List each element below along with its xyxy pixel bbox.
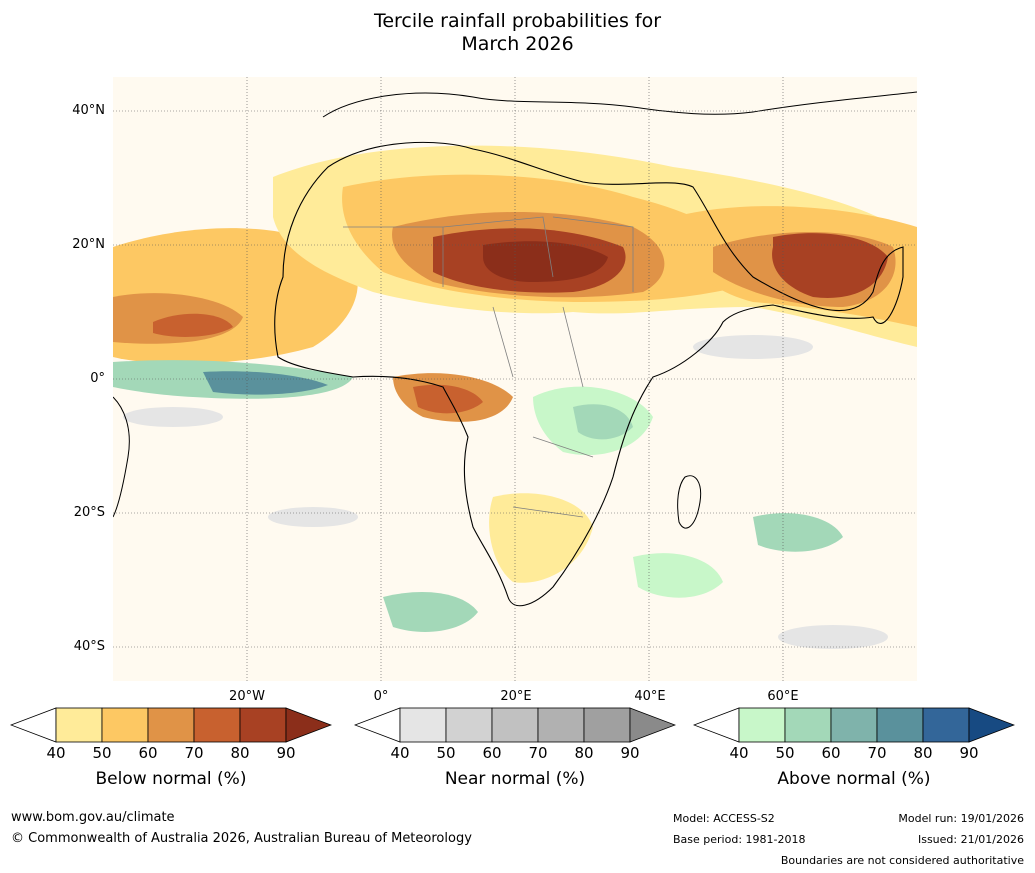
- region-guinea-below-core: [413, 384, 483, 414]
- lon-label-40e: 40°E: [634, 689, 666, 704]
- colorbar-near-label: Near normal (%): [444, 769, 586, 789]
- colorbar-overflow: [629, 707, 676, 743]
- region-eq-atlantic-above-core: [203, 371, 328, 395]
- coastline-europe: [322, 91, 917, 118]
- cb-below-tick-40: 40: [46, 744, 66, 762]
- colorbar-segment-80: [922, 707, 970, 743]
- region-east-africa-above-core: [573, 404, 633, 440]
- region-s-indian-above: [633, 553, 723, 598]
- cb-near-tick-50: 50: [436, 744, 456, 762]
- coastline-south-america: [113, 396, 130, 518]
- lat-label-40s: 40°S: [73, 639, 105, 654]
- footer-issued: Issued: 21/01/2026: [917, 833, 1024, 846]
- colorbar-underflow: [10, 707, 57, 743]
- cb-near-tick-80: 80: [574, 744, 594, 762]
- cb-near-tick-70: 70: [528, 744, 548, 762]
- colorbar-segment-60: [830, 707, 878, 743]
- footer-copyright: © Commonwealth of Australia 2026, Austra…: [11, 831, 472, 846]
- cb-below-tick-90: 90: [276, 744, 296, 762]
- colorbar-segment-60: [491, 707, 539, 743]
- region-near-normal-3: [268, 507, 358, 527]
- cb-above-tick-40: 40: [729, 744, 749, 762]
- colorbar-below: [10, 707, 332, 743]
- lat-label-20s: 20°S: [73, 505, 105, 520]
- region-near-normal-4: [778, 625, 888, 649]
- country-borders: [343, 216, 634, 518]
- colorbar-segment-40: [738, 707, 786, 743]
- lon-label-20w: 20°W: [229, 689, 265, 704]
- colorbar-underflow: [693, 707, 740, 743]
- colorbar-above: [693, 707, 1015, 743]
- cb-above-tick-60: 60: [821, 744, 841, 762]
- coastline-africa: [274, 141, 904, 607]
- region-s-atlantic-above: [383, 592, 478, 632]
- graticule: [113, 77, 917, 681]
- colorbar-underflow: [354, 707, 401, 743]
- colorbar-overflow: [285, 707, 332, 743]
- colorbar-below-label: Below normal (%): [95, 769, 247, 789]
- region-sahara-below-max: [483, 241, 608, 282]
- lon-label-60e: 60°E: [767, 689, 799, 704]
- colorbar-segment-70: [193, 707, 241, 743]
- cb-near-tick-40: 40: [390, 744, 410, 762]
- footer-model-run: Model run: 19/01/2026: [898, 812, 1024, 825]
- colorbar-above-label: Above normal (%): [777, 769, 931, 789]
- colorbar-segment-80: [239, 707, 287, 743]
- title-line-1: Tercile rainfall probabilities for: [373, 10, 662, 32]
- cb-above-tick-80: 80: [913, 744, 933, 762]
- colorbar-segment-80: [583, 707, 631, 743]
- footer-boundaries: Boundaries are not considered authoritat…: [780, 854, 1024, 867]
- region-s-indian-above-2: [753, 513, 843, 552]
- cb-above-tick-70: 70: [867, 744, 887, 762]
- region-near-normal-1: [123, 407, 223, 427]
- cb-below-tick-50: 50: [92, 744, 112, 762]
- region-india-below-peak: [772, 233, 888, 298]
- coastline-madagascar: [677, 475, 702, 529]
- footer-model: Model: ACCESS-S2: [673, 812, 775, 825]
- lat-label-20n: 20°N: [72, 237, 105, 252]
- colorbar-segment-40: [55, 707, 103, 743]
- cb-below-tick-70: 70: [184, 744, 204, 762]
- colorbar-segment-60: [147, 707, 195, 743]
- colorbar-segment-50: [445, 707, 493, 743]
- forecast-map: [113, 77, 917, 681]
- region-n-atlantic-below-peak: [153, 313, 233, 337]
- lat-label-40n: 40°N: [72, 103, 105, 118]
- lat-label-0: 0°: [90, 371, 105, 386]
- colorbar-near: [354, 707, 676, 743]
- cb-below-tick-80: 80: [230, 744, 250, 762]
- cb-near-tick-90: 90: [620, 744, 640, 762]
- colorbar-segment-50: [784, 707, 832, 743]
- colorbar-segment-70: [876, 707, 924, 743]
- lon-label-20e: 20°E: [500, 689, 532, 704]
- cb-below-tick-60: 60: [138, 744, 158, 762]
- footer-website: www.bom.gov.au/climate: [11, 810, 175, 825]
- title-line-2: March 2026: [461, 33, 574, 55]
- cb-near-tick-60: 60: [482, 744, 502, 762]
- colorbar-segment-70: [537, 707, 585, 743]
- colorbar-segment-50: [101, 707, 149, 743]
- cb-above-tick-50: 50: [775, 744, 795, 762]
- footer-base-period: Base period: 1981-2018: [673, 833, 806, 846]
- lon-label-0: 0°: [373, 689, 389, 704]
- cb-above-tick-90: 90: [959, 744, 979, 762]
- colorbar-segment-40: [399, 707, 447, 743]
- colorbar-overflow: [968, 707, 1015, 743]
- map-canvas: [113, 77, 917, 681]
- chart-title: Tercile rainfall probabilities for March…: [0, 10, 1035, 56]
